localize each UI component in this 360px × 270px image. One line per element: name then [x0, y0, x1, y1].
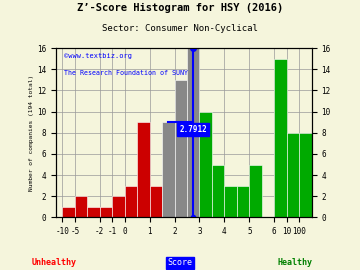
Text: Z’-Score Histogram for HSY (2016): Z’-Score Histogram for HSY (2016)	[77, 3, 283, 13]
Text: The Research Foundation of SUNY: The Research Foundation of SUNY	[64, 70, 188, 76]
Bar	[212, 164, 224, 217]
Bar	[162, 122, 175, 217]
Text: Healthy: Healthy	[278, 258, 313, 267]
Bar	[249, 164, 262, 217]
Y-axis label: Number of companies (194 total): Number of companies (194 total)	[30, 75, 35, 191]
Bar	[100, 207, 112, 217]
Bar	[237, 186, 249, 217]
Text: 2.7912: 2.7912	[180, 125, 207, 134]
Bar	[224, 186, 237, 217]
Text: ©www.textbiz.org: ©www.textbiz.org	[64, 53, 132, 59]
Bar	[87, 207, 100, 217]
Bar	[287, 133, 299, 217]
Bar	[175, 80, 187, 217]
Bar	[274, 59, 287, 217]
Bar	[62, 207, 75, 217]
Bar	[150, 186, 162, 217]
Bar	[112, 196, 125, 217]
Bar	[199, 112, 212, 217]
Text: Unhealthy: Unhealthy	[32, 258, 76, 267]
Bar	[125, 186, 137, 217]
Bar	[137, 122, 150, 217]
Bar	[187, 48, 199, 217]
Bar	[75, 196, 87, 217]
Text: Score: Score	[167, 258, 193, 267]
Text: Sector: Consumer Non-Cyclical: Sector: Consumer Non-Cyclical	[102, 24, 258, 33]
Bar	[299, 133, 312, 217]
